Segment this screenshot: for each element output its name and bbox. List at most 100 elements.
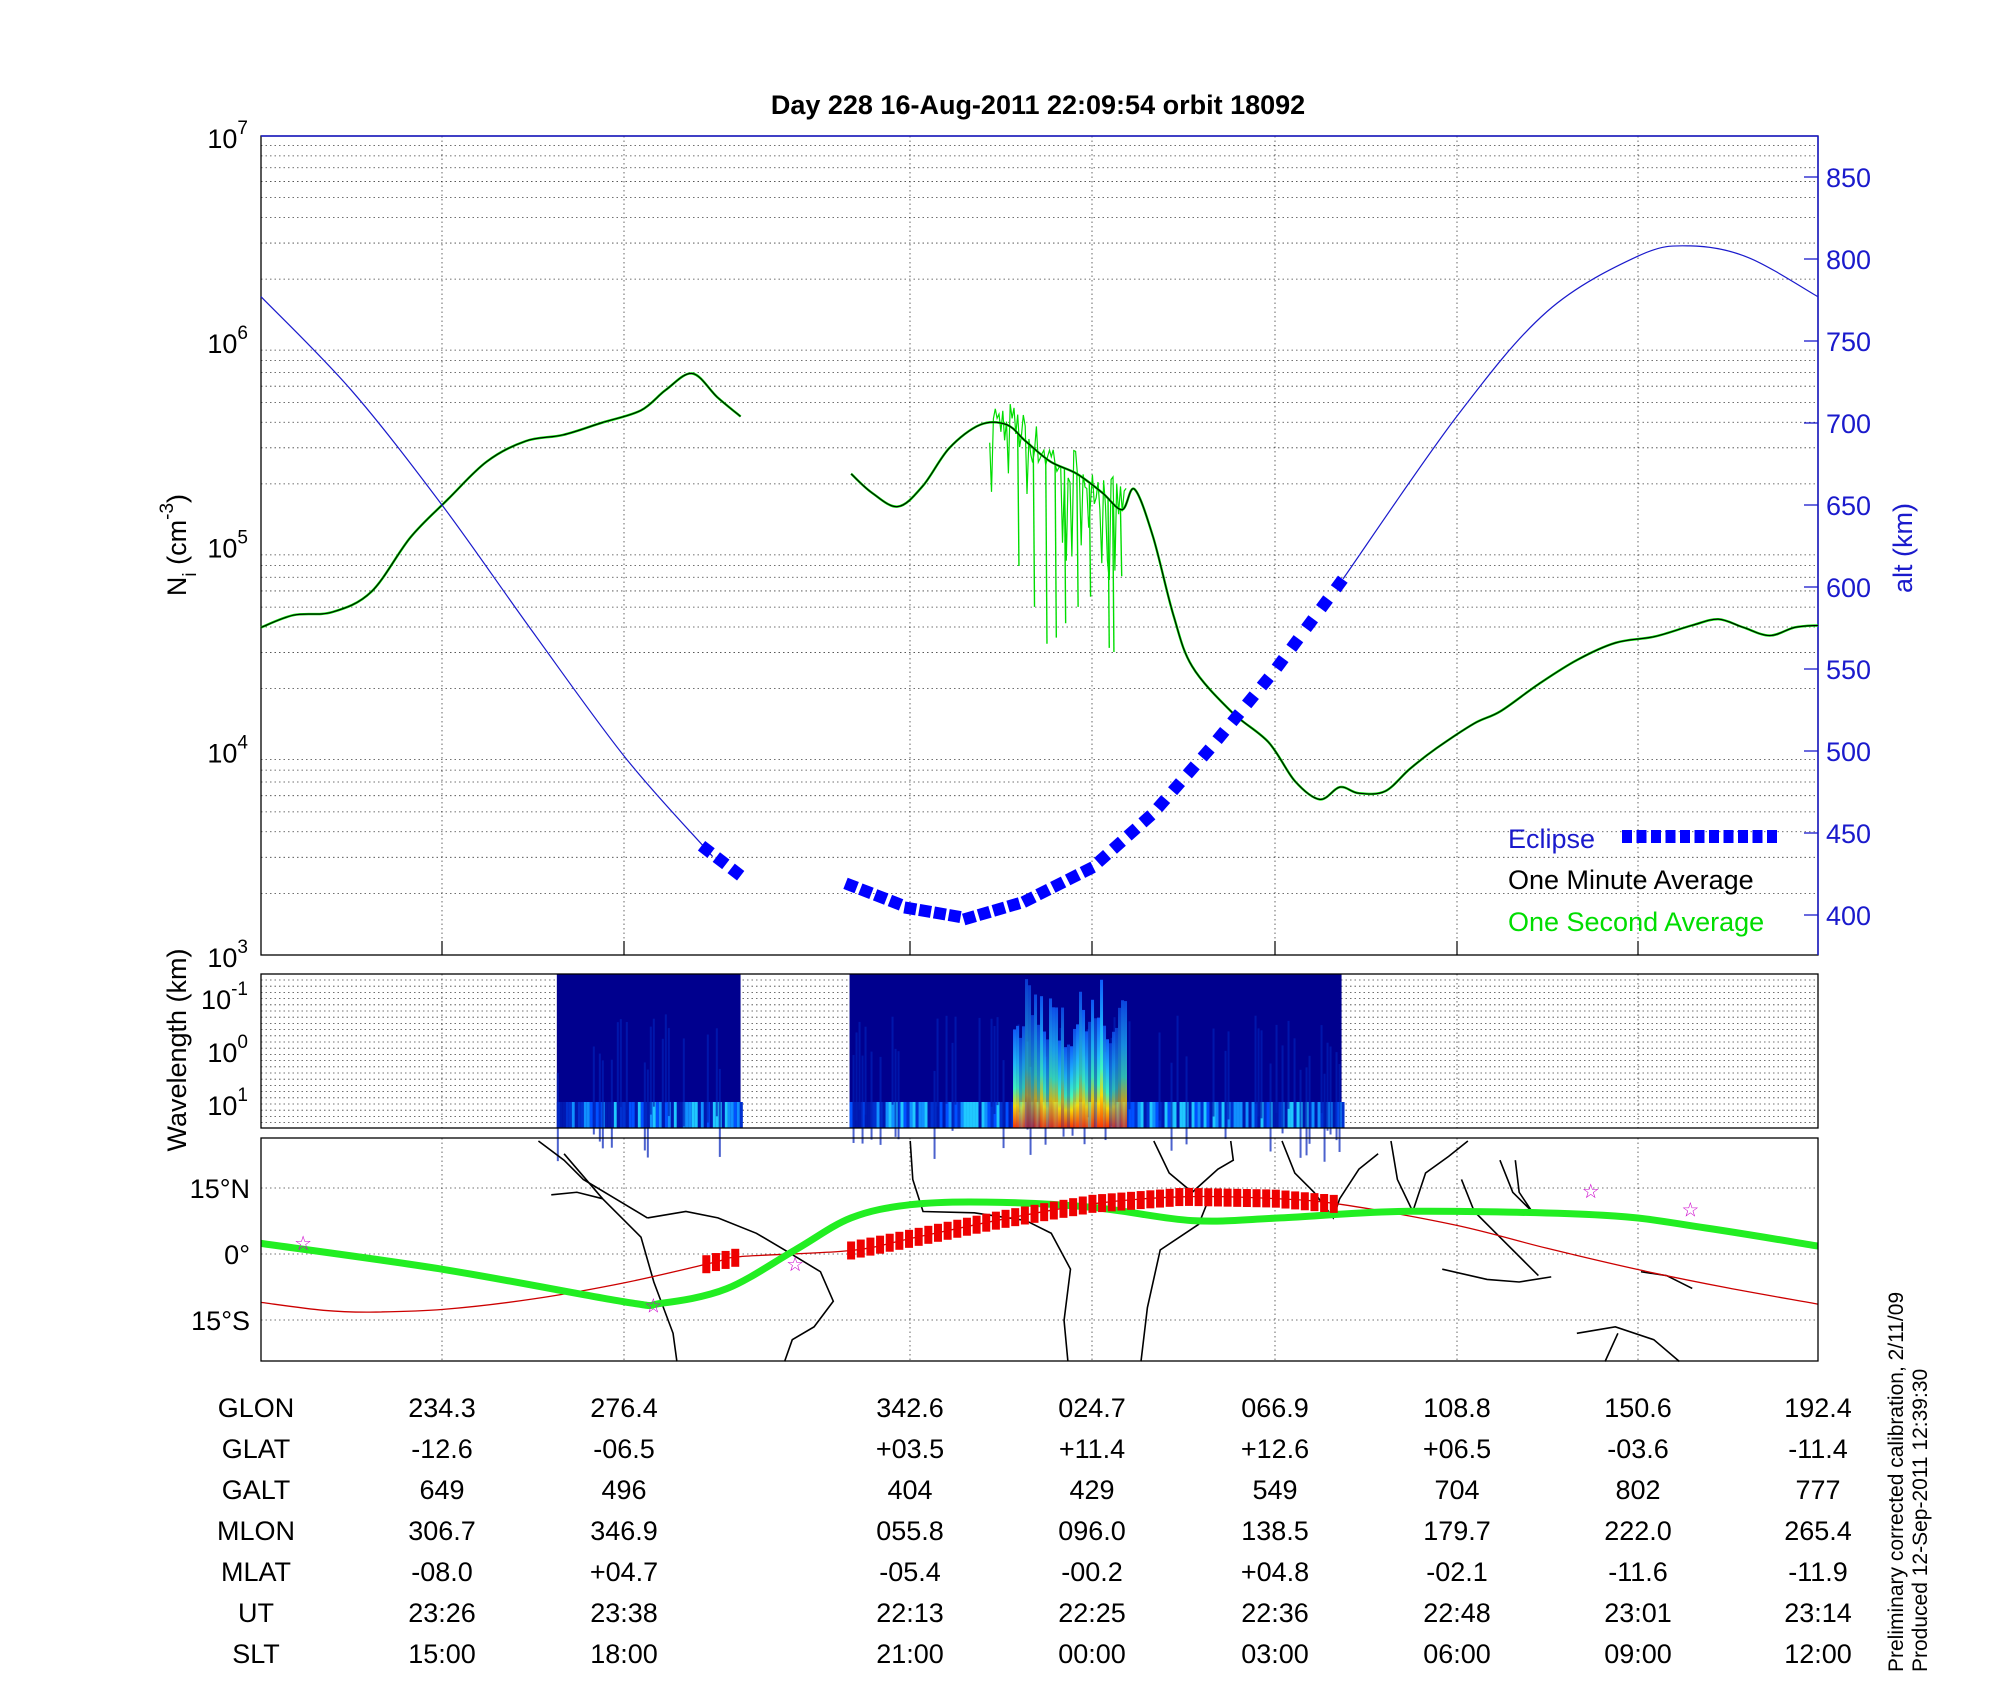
spectrogram-high-power bbox=[1070, 1046, 1074, 1128]
spectrogram-low-band bbox=[1239, 1102, 1243, 1128]
star-marker: ☆ bbox=[786, 1254, 804, 1276]
y2-tick-label: 650 bbox=[1826, 491, 1871, 521]
spectrogram-high-power bbox=[1082, 1009, 1086, 1128]
spectrogram-low-band bbox=[709, 1102, 713, 1128]
eclipse-marker bbox=[1316, 595, 1333, 613]
spectrogram-high-power bbox=[1115, 1027, 1119, 1128]
spectrogram-low-band bbox=[655, 1102, 659, 1128]
spectrogram-high-power bbox=[1112, 1031, 1116, 1128]
map-frame bbox=[260, 1137, 1819, 1362]
y-tick-base: 10 bbox=[207, 534, 237, 564]
spectrogram-low-band bbox=[622, 1102, 626, 1128]
spectrogram-low-band bbox=[903, 1102, 907, 1128]
orbit-track-eclipse-marker bbox=[1001, 1209, 1010, 1228]
spectrogram-low-band bbox=[565, 1102, 569, 1128]
table-cell: -03.6 bbox=[1607, 1434, 1669, 1464]
eclipse-marker bbox=[1035, 884, 1052, 901]
orbit-track-eclipse-marker bbox=[953, 1219, 962, 1238]
eclipse-marker bbox=[976, 906, 992, 921]
coastline bbox=[537, 1140, 648, 1219]
one-second-dip bbox=[1017, 434, 1020, 566]
spectrogram-low-band bbox=[1266, 1102, 1270, 1128]
y-tick-label: 106 bbox=[207, 323, 248, 359]
spectrogram-low-band bbox=[1296, 1102, 1300, 1128]
spectrogram-low-band bbox=[688, 1102, 692, 1128]
spectrogram-high-power bbox=[1055, 1007, 1059, 1128]
spectrogram-streak bbox=[852, 1054, 855, 1143]
table-cell: 22:13 bbox=[876, 1598, 944, 1628]
spectrogram-low-band bbox=[1263, 1102, 1267, 1128]
spectrogram-streak bbox=[945, 1015, 948, 1104]
spectrogram-tick-base: 10 bbox=[201, 985, 231, 1015]
coastline bbox=[1460, 1179, 1539, 1277]
spectrogram-low-band bbox=[1140, 1102, 1144, 1128]
table-cell: 342.6 bbox=[876, 1393, 944, 1423]
spectrogram-low-band bbox=[1197, 1102, 1201, 1128]
legend-eclipse-swatch bbox=[1752, 830, 1763, 843]
spectrogram-streak bbox=[1275, 1024, 1278, 1113]
spectrogram-low-band bbox=[658, 1102, 662, 1128]
spectrogram-low-band bbox=[978, 1102, 982, 1128]
table-cell: 024.7 bbox=[1058, 1393, 1126, 1423]
coastline bbox=[909, 1140, 1072, 1362]
spectrogram-low-band bbox=[1233, 1102, 1237, 1128]
spectrogram-streak bbox=[619, 1019, 622, 1108]
spectrogram-streak bbox=[661, 1038, 664, 1127]
spectrogram-high-power bbox=[1097, 1017, 1101, 1128]
spectrogram-high-power bbox=[1037, 1024, 1041, 1128]
table-cell: +11.4 bbox=[1059, 1434, 1125, 1464]
spectrogram-low-band bbox=[616, 1102, 620, 1128]
spectrogram-y-label: Wavelength (km) bbox=[162, 948, 192, 1151]
spectrogram-streak bbox=[1269, 1063, 1272, 1152]
table-cell: 06:00 bbox=[1423, 1639, 1491, 1669]
one-second-average-noise bbox=[989, 404, 1127, 581]
one-second-dip bbox=[1045, 457, 1048, 644]
orbit-track-eclipse-marker bbox=[991, 1211, 1000, 1230]
spectrogram-streak bbox=[664, 1014, 667, 1103]
spectrogram-streak bbox=[556, 1073, 559, 1162]
spectrogram-high-power bbox=[1064, 1047, 1068, 1128]
spectrogram-high-power bbox=[1067, 1044, 1071, 1128]
y-tick-exponent: 4 bbox=[237, 732, 248, 753]
orbit-track-eclipse-marker bbox=[1059, 1199, 1068, 1218]
spectrogram-low-band bbox=[930, 1102, 934, 1128]
eclipse-marker bbox=[1108, 836, 1126, 854]
table-cell: 265.4 bbox=[1784, 1516, 1852, 1546]
table-cell: +03.5 bbox=[876, 1434, 944, 1464]
spectrogram-low-band bbox=[670, 1102, 674, 1128]
spectrogram-low-band bbox=[957, 1102, 961, 1128]
spectrogram-tick-exponent: 0 bbox=[237, 1032, 248, 1053]
coastline bbox=[1153, 1140, 1235, 1194]
spectrogram-high-power bbox=[1079, 991, 1083, 1128]
table-cell: 22:25 bbox=[1058, 1598, 1126, 1628]
spectrogram-tick-label: 10-1 bbox=[201, 979, 248, 1015]
table-cell: -02.1 bbox=[1426, 1557, 1488, 1587]
spectrogram-high-power bbox=[1103, 1025, 1107, 1128]
eclipse-marker bbox=[961, 910, 977, 926]
table-cell: 276.4 bbox=[590, 1393, 658, 1423]
coastline bbox=[1576, 1326, 1680, 1363]
legend-eclipse-swatch bbox=[1651, 830, 1661, 843]
spectrogram-low-band bbox=[1005, 1102, 1009, 1128]
eclipse-marker bbox=[1064, 869, 1082, 886]
y-tick-base: 10 bbox=[207, 943, 237, 973]
spectrogram-high-power bbox=[1019, 1037, 1023, 1128]
spectrogram-streak bbox=[1158, 1032, 1161, 1121]
table-cell: 18:00 bbox=[590, 1639, 658, 1669]
orbit-track-eclipse-marker bbox=[1107, 1193, 1116, 1212]
table-cell: -05.4 bbox=[879, 1557, 941, 1587]
map-lat-label: 0° bbox=[224, 1240, 250, 1270]
legend-eclipse-swatch bbox=[1738, 830, 1748, 843]
spectrogram-streak bbox=[1170, 1062, 1173, 1151]
table-cell: 096.0 bbox=[1058, 1516, 1126, 1546]
table-cell: 23:01 bbox=[1604, 1598, 1672, 1628]
orbit-track-eclipse-marker bbox=[1020, 1206, 1029, 1225]
spectrogram-low-band bbox=[1152, 1102, 1156, 1128]
table-cell: -11.9 bbox=[1788, 1557, 1848, 1587]
orbit-track-eclipse-marker bbox=[1040, 1203, 1049, 1222]
spectrogram-streak bbox=[652, 1018, 655, 1107]
eclipse-marker bbox=[991, 901, 1007, 917]
table-cell: 404 bbox=[887, 1475, 932, 1505]
coastline bbox=[551, 1191, 603, 1200]
spectrogram-streak bbox=[897, 1051, 900, 1140]
